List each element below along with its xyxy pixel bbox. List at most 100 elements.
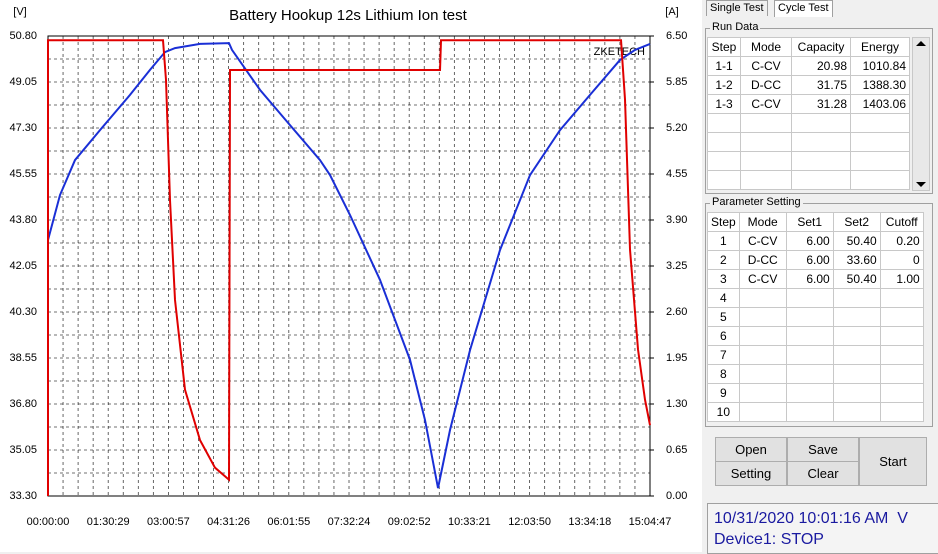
table-cell: [740, 113, 792, 133]
table-cell: 1010.84: [850, 56, 910, 76]
scroll-arrow-down[interactable]: [916, 182, 926, 187]
table-cell: [879, 288, 924, 308]
table-cell: [832, 288, 881, 308]
table-cell: [785, 307, 834, 327]
table-cell: C-CV: [740, 56, 792, 76]
table-cell: [879, 402, 924, 422]
table-cell: [738, 364, 787, 384]
table-cell: [738, 288, 787, 308]
button[interactable]: Open: [715, 437, 787, 462]
status-box: 10/31/2020 10:01:16 AM V Device1: STOP: [707, 503, 938, 554]
scrollbar[interactable]: [912, 37, 930, 191]
table-cell: [832, 307, 881, 327]
x-tick-label: 13:34:18: [568, 516, 611, 528]
table-cell: 6.00: [785, 231, 834, 251]
table-row: [707, 151, 910, 171]
table-cell: 3: [707, 269, 740, 289]
table-cell: [850, 113, 910, 133]
table-cell: 6: [707, 326, 740, 346]
table-cell: 1.00: [879, 269, 924, 289]
y2-axis-label: [A]: [665, 6, 678, 18]
table-cell: [879, 345, 924, 365]
table-row: 2 D-CC 6.00 33.60 0: [707, 250, 924, 270]
table-row: [707, 113, 910, 133]
y2-tick-label: 5.85: [666, 76, 687, 88]
table-cell: [791, 170, 851, 190]
data-table: Step Mode Set1 Set2 Cutoff 1 C-CV 6.00 50.40 0.20…: [707, 212, 924, 422]
status-device: Device1: STOP: [714, 531, 824, 548]
table-cell: C-CV: [738, 231, 787, 251]
table-cell: 1403.06: [850, 94, 910, 114]
table-cell: [850, 170, 910, 190]
column-header: Step: [707, 212, 740, 232]
tab[interactable]: Single Test: [706, 0, 768, 16]
table-cell: 8: [707, 364, 740, 384]
column-header: Energy: [850, 37, 910, 57]
table-cell: [707, 132, 741, 152]
scroll-arrow-up[interactable]: [916, 41, 926, 46]
table-cell: 0.20: [879, 231, 924, 251]
tab[interactable]: Cycle Test: [774, 0, 833, 17]
x-tick-label: 00:00:00: [27, 516, 70, 528]
y-tick-label: 38.55: [9, 352, 37, 364]
table-cell: [850, 132, 910, 152]
column-header: Step: [707, 37, 741, 57]
x-tick-label: 12:03:50: [508, 516, 551, 528]
table-cell: [832, 402, 881, 422]
x-tick-label: 10:33:21: [448, 516, 491, 528]
button[interactable]: Start: [859, 437, 927, 486]
y-tick-label: 47.30: [9, 122, 37, 134]
y2-tick-label: 3.90: [666, 214, 687, 226]
table-cell: [879, 383, 924, 403]
table-cell: [785, 364, 834, 384]
table-cell: [791, 113, 851, 133]
table-cell: [738, 345, 787, 365]
button[interactable]: Setting: [715, 461, 787, 486]
column-header: Set2: [832, 212, 881, 232]
table-cell: [791, 151, 851, 171]
group-title: Parameter Setting: [710, 196, 803, 208]
x-tick-label: 01:30:29: [87, 516, 130, 528]
x-tick-label: 03:00:57: [147, 516, 190, 528]
table-cell: 1388.30: [850, 75, 910, 95]
data-line: [47, 42, 651, 489]
table-row: 3 C-CV 6.00 50.40 1.00: [707, 269, 924, 289]
x-tick-label: 04:31:26: [207, 516, 250, 528]
table-row: 1-3 C-CV 31.28 1403.06: [707, 94, 910, 114]
table-row: [707, 170, 910, 190]
table-cell: [785, 402, 834, 422]
y-tick-label: 42.05: [9, 260, 37, 272]
table-cell: 9: [707, 383, 740, 403]
data-line: [47, 39, 651, 496]
y2-tick-label: 6.50: [666, 30, 687, 42]
button[interactable]: Save: [787, 437, 859, 462]
table-row: 1-2 D-CC 31.75 1388.30: [707, 75, 910, 95]
table-row: 1-1 C-CV 20.98 1010.84: [707, 56, 910, 76]
table-cell: [791, 132, 851, 152]
x-tick-label: 15:04:47: [629, 516, 672, 528]
table-cell: C-CV: [740, 94, 792, 114]
table-cell: [740, 151, 792, 171]
table-cell: [785, 288, 834, 308]
table-cell: [850, 151, 910, 171]
table-row: 9: [707, 383, 924, 403]
table-cell: [738, 383, 787, 403]
table-cell: C-CV: [738, 269, 787, 289]
y-tick-label: 40.30: [9, 306, 37, 318]
button[interactable]: Clear: [787, 461, 859, 486]
table-cell: [740, 170, 792, 190]
column-header: Set1: [785, 212, 834, 232]
y2-tick-label: 5.20: [666, 122, 687, 134]
table-cell: 1-3: [707, 94, 741, 114]
table-cell: 2: [707, 250, 740, 270]
table-cell: [740, 132, 792, 152]
y2-tick-label: 1.30: [666, 398, 687, 410]
table-cell: 10: [707, 402, 740, 422]
table-cell: [785, 345, 834, 365]
table-cell: 7: [707, 345, 740, 365]
column-header: Capacity: [791, 37, 851, 57]
y2-tick-label: 0.00: [666, 490, 687, 502]
table-cell: [707, 113, 741, 133]
annotation: ZKETECH: [594, 46, 645, 58]
table-cell: 1-2: [707, 75, 741, 95]
